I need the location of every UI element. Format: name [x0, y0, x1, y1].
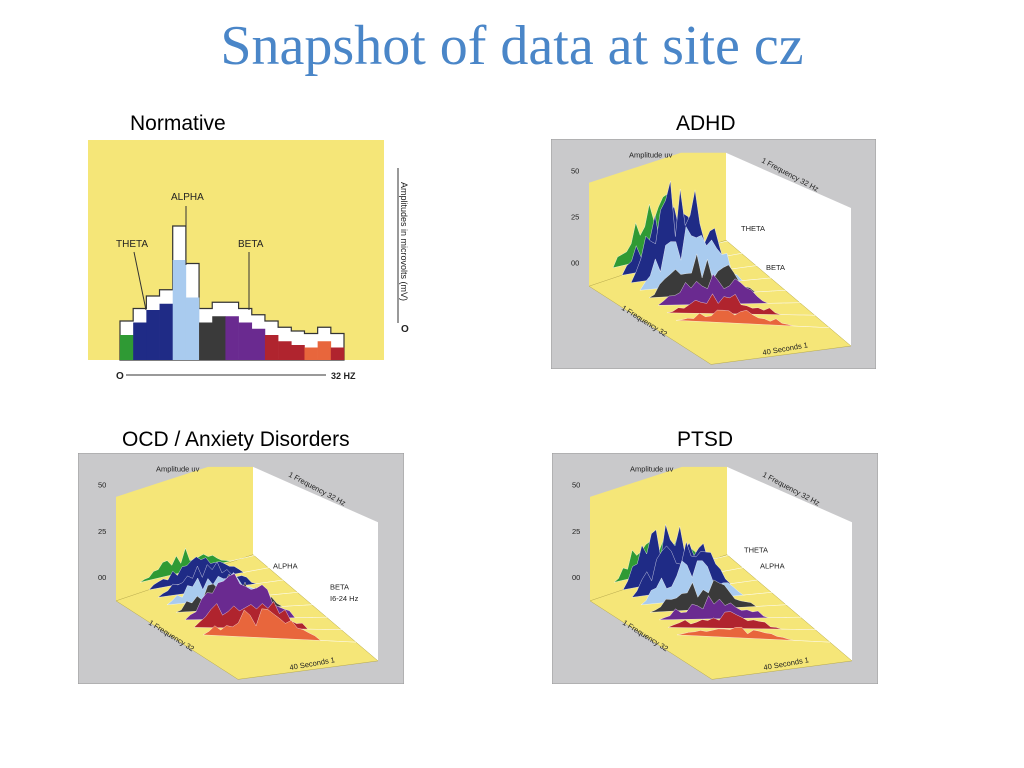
back-wall [590, 466, 727, 601]
normative-bar [251, 328, 266, 360]
annotation-theta: THETA [116, 239, 148, 250]
y-tick-label: 50 [98, 481, 106, 490]
spectral-ridge [649, 579, 789, 613]
normative-bar [159, 303, 174, 360]
axis-label-amplitude: Amplitude uv [630, 464, 674, 473]
spectral-ridge [630, 180, 760, 284]
panel-label-ptsd: PTSD [677, 428, 734, 451]
normative-y-origin: O [401, 324, 409, 335]
spectral-ridge [640, 560, 775, 606]
spectral-ridge [184, 573, 329, 621]
annotation-beta: BETA [238, 239, 264, 250]
y-tick-label: 50 [572, 481, 580, 490]
normative-bar [304, 347, 318, 360]
band-label: ALPHA [760, 562, 785, 571]
band-label: THETA [741, 224, 765, 233]
normative-y-label: Amplitudes in microvolts (mV) [399, 182, 409, 301]
normative-bar [330, 347, 345, 360]
y-tick-label: 25 [98, 527, 106, 536]
spectral-ridge [658, 595, 803, 621]
band-label: BETA [766, 263, 785, 272]
axis-label-amplitude: Amplitude uv [156, 464, 200, 473]
y-tick-label: 50 [571, 167, 579, 176]
normative-bar [146, 310, 160, 360]
panel-label-normative: Normative [130, 112, 226, 135]
slide-title: Snapshot of data at site cz [220, 15, 804, 77]
y-tick-label: 00 [98, 573, 106, 582]
normative-x-origin: O [116, 371, 124, 382]
axis-label-amplitude: Amplitude uv [629, 150, 673, 159]
y-tick-label: 25 [571, 213, 579, 222]
band-label: ALPHA [273, 562, 298, 571]
normative-bar [278, 341, 292, 360]
normative-bar [185, 297, 200, 360]
normative-bar [133, 322, 147, 360]
normative-bar [291, 345, 305, 360]
panel-label-adhd: ADHD [676, 112, 736, 135]
annotation-alpha: ALPHA [171, 192, 204, 203]
normative-bar [120, 335, 134, 360]
panel-label-ocd: OCD / Anxiety Disorders [122, 428, 350, 451]
normative-bar [225, 316, 239, 360]
normative-x-label: 32 HZ [331, 371, 356, 381]
band-label: BETA [330, 582, 349, 591]
band-label: I6-24 Hz [330, 594, 359, 603]
normative-bar [238, 322, 253, 360]
annotation-theta-arrow [133, 251, 147, 311]
spectral-ridge [676, 626, 831, 643]
spectral-ridge [202, 608, 357, 643]
spectral-ridge [666, 293, 816, 316]
normative-bar [264, 335, 279, 360]
spectral-ridge [667, 611, 817, 630]
y-tick-label: 00 [571, 259, 579, 268]
band-label: THETA [744, 545, 768, 554]
spectral-ridge [657, 273, 802, 306]
side-wall [253, 466, 378, 661]
back-wall [116, 466, 253, 601]
normative-bar [212, 316, 226, 360]
side-wall [727, 466, 852, 661]
y-tick-label: 25 [572, 527, 580, 536]
y-tick-label: 00 [572, 573, 580, 582]
normative-bar [199, 322, 213, 360]
normative-bar [317, 341, 332, 360]
side-wall [726, 152, 851, 346]
normative-bar [172, 260, 187, 360]
spectral-ridge [675, 309, 830, 328]
normative-chart: THETA ALPHA BETA O 32 HZ O Amplitudes in… [88, 140, 409, 382]
